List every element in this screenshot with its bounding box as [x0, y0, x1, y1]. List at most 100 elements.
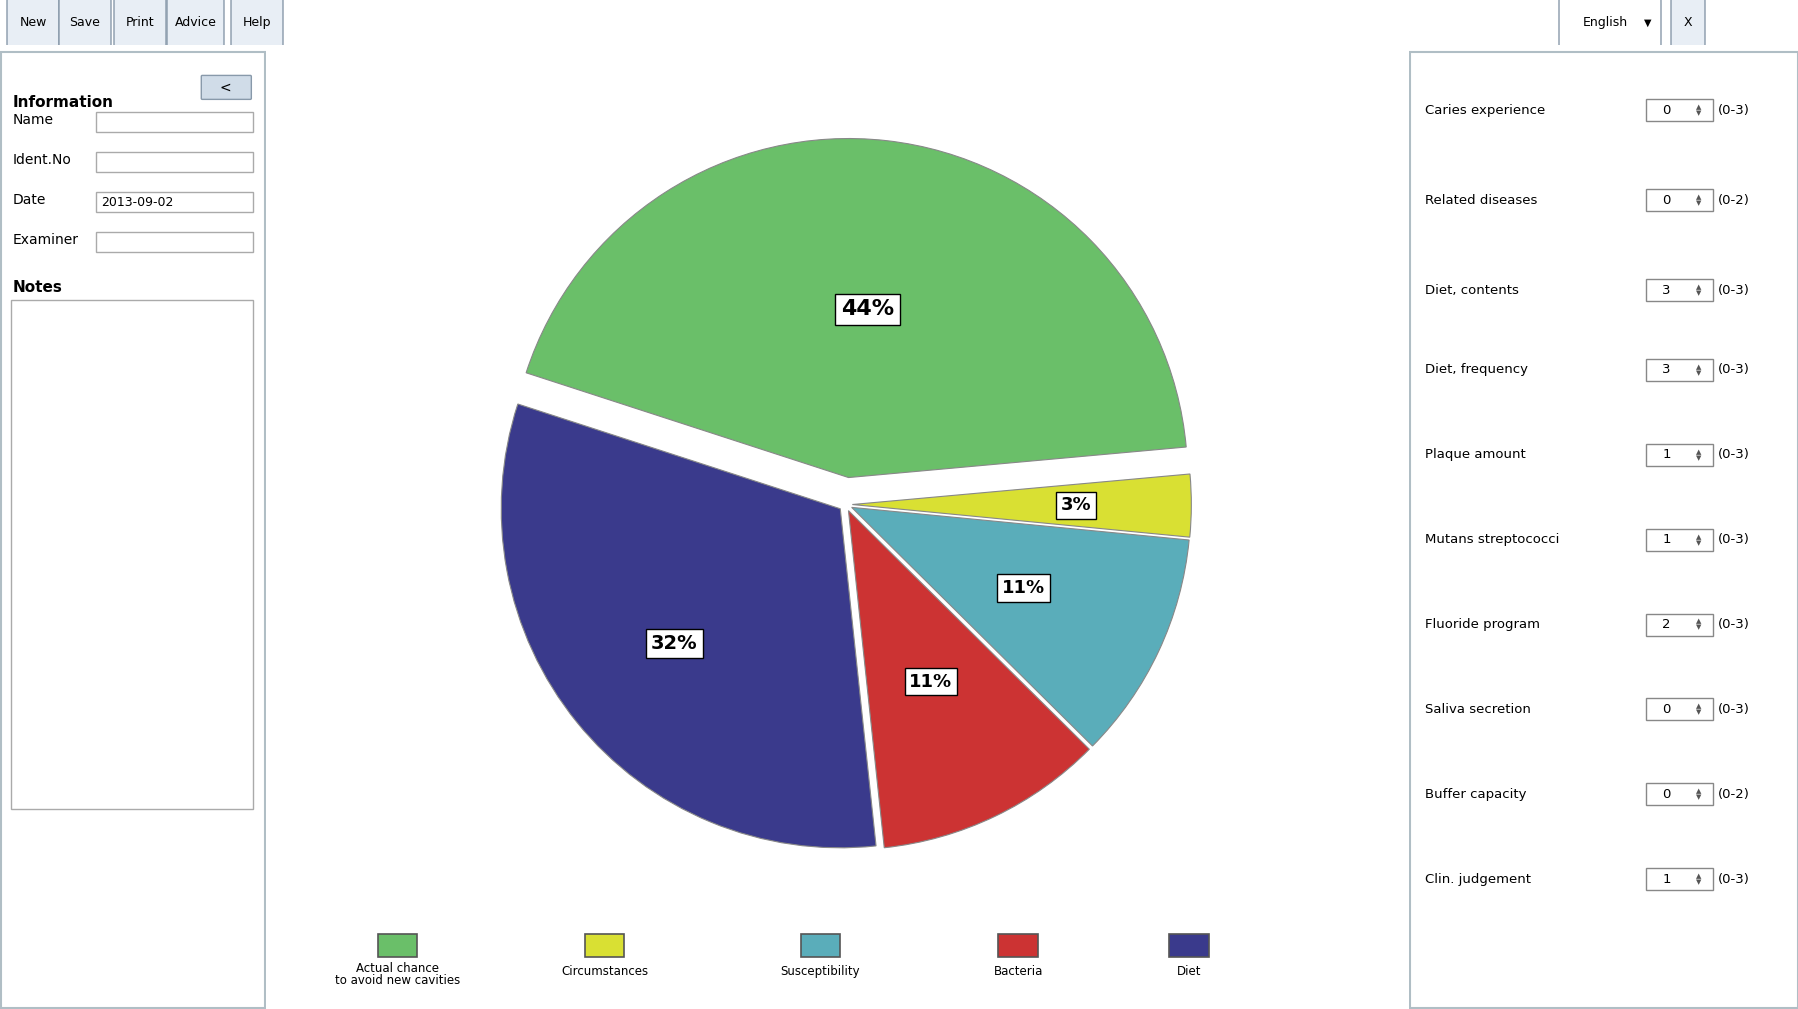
Text: Bacteria: Bacteria [992, 965, 1043, 978]
FancyBboxPatch shape [1645, 359, 1712, 381]
Text: Saliva secretion: Saliva secretion [1424, 703, 1530, 716]
FancyBboxPatch shape [1645, 99, 1712, 121]
FancyBboxPatch shape [59, 0, 111, 87]
Bar [800, 934, 840, 957]
Text: (0-2): (0-2) [1717, 194, 1749, 207]
Bar [378, 934, 417, 957]
Text: Name: Name [13, 113, 54, 127]
Text: Ident.No: Ident.No [13, 153, 72, 167]
Text: 11%: 11% [908, 673, 951, 691]
Text: Date: Date [13, 193, 47, 207]
Text: Diet: Diet [1176, 965, 1201, 978]
Text: Help: Help [243, 16, 271, 29]
Text: 32%: 32% [651, 634, 698, 653]
Text: (0-3): (0-3) [1717, 284, 1749, 297]
Text: 1: 1 [1661, 873, 1670, 886]
Text: Notes: Notes [13, 281, 63, 295]
Text: (0-3): (0-3) [1717, 104, 1749, 117]
Text: Fluoride program: Fluoride program [1424, 619, 1539, 631]
FancyBboxPatch shape [230, 0, 282, 87]
Text: Print: Print [126, 16, 155, 29]
Text: 2: 2 [1661, 619, 1670, 631]
Text: 0: 0 [1661, 788, 1670, 801]
Bar [584, 934, 624, 957]
FancyBboxPatch shape [1645, 613, 1712, 636]
Text: ▲: ▲ [1696, 285, 1701, 291]
Text: Circumstances: Circumstances [561, 965, 647, 978]
Text: ▼: ▼ [1696, 200, 1701, 206]
FancyBboxPatch shape [95, 112, 254, 132]
Text: ▲: ▲ [1696, 619, 1701, 625]
Text: Examiner: Examiner [13, 233, 79, 247]
FancyBboxPatch shape [1645, 783, 1712, 805]
Wedge shape [852, 474, 1190, 537]
Wedge shape [849, 511, 1090, 848]
Wedge shape [850, 508, 1188, 746]
Text: Plaque amount: Plaque amount [1424, 448, 1525, 461]
FancyBboxPatch shape [113, 0, 165, 87]
Text: ▲: ▲ [1696, 873, 1701, 879]
Text: ▼: ▼ [1696, 370, 1701, 376]
Text: ▲: ▲ [1696, 104, 1701, 110]
Text: 3: 3 [1661, 363, 1670, 376]
FancyBboxPatch shape [201, 76, 252, 99]
FancyBboxPatch shape [95, 193, 254, 212]
Text: (0-3): (0-3) [1717, 703, 1749, 716]
FancyBboxPatch shape [1645, 190, 1712, 211]
Text: 3%: 3% [1061, 496, 1091, 515]
Wedge shape [525, 138, 1185, 477]
Text: ▼: ▼ [1696, 290, 1701, 296]
Text: Diet, contents: Diet, contents [1424, 284, 1518, 297]
FancyBboxPatch shape [1645, 444, 1712, 466]
Text: 0: 0 [1661, 104, 1670, 117]
Text: 44%: 44% [840, 299, 894, 319]
Wedge shape [502, 404, 876, 848]
Text: ▲: ▲ [1696, 534, 1701, 540]
Text: (0-2): (0-2) [1717, 788, 1749, 801]
Text: X: X [1683, 16, 1692, 29]
Text: (0-3): (0-3) [1717, 619, 1749, 631]
Text: <: < [219, 81, 232, 95]
Text: Buffer capacity: Buffer capacity [1424, 788, 1527, 801]
FancyBboxPatch shape [1645, 698, 1712, 720]
Text: ▲: ▲ [1696, 364, 1701, 370]
Text: English: English [1582, 16, 1627, 29]
Text: (0-3): (0-3) [1717, 448, 1749, 461]
Bar [1169, 934, 1208, 957]
FancyBboxPatch shape [95, 152, 254, 173]
FancyBboxPatch shape [11, 300, 254, 809]
Text: ▲: ▲ [1696, 449, 1701, 455]
Text: (0-3): (0-3) [1717, 533, 1749, 546]
Text: 3: 3 [1661, 284, 1670, 297]
Text: ▼: ▼ [1696, 455, 1701, 461]
Text: to avoid new cavities: to avoid new cavities [334, 974, 460, 987]
Text: 0: 0 [1661, 703, 1670, 716]
Text: Related diseases: Related diseases [1424, 194, 1537, 207]
Bar [998, 934, 1037, 957]
Text: Information: Information [13, 96, 113, 110]
Text: 1: 1 [1661, 533, 1670, 546]
FancyBboxPatch shape [167, 0, 225, 87]
FancyBboxPatch shape [1670, 0, 1705, 87]
FancyBboxPatch shape [95, 232, 254, 252]
Text: Mutans streptococci: Mutans streptococci [1424, 533, 1559, 546]
Text: ▼: ▼ [1696, 794, 1701, 800]
Text: 11%: 11% [1001, 579, 1045, 597]
Text: Susceptibility: Susceptibility [780, 965, 859, 978]
Text: Save: Save [70, 16, 101, 29]
Text: 0: 0 [1661, 194, 1670, 207]
Text: (0-3): (0-3) [1717, 363, 1749, 376]
Text: ▲: ▲ [1696, 788, 1701, 794]
Text: Caries experience: Caries experience [1424, 104, 1544, 117]
Text: ▼: ▼ [1696, 709, 1701, 715]
Text: ▼: ▼ [1696, 879, 1701, 885]
Text: 2013-09-02: 2013-09-02 [101, 196, 173, 209]
FancyBboxPatch shape [7, 0, 59, 87]
FancyBboxPatch shape [1645, 529, 1712, 551]
Text: ▼: ▼ [1696, 110, 1701, 116]
FancyBboxPatch shape [1645, 868, 1712, 890]
Text: ▼: ▼ [1643, 18, 1651, 27]
Text: 1: 1 [1661, 448, 1670, 461]
FancyBboxPatch shape [1645, 279, 1712, 301]
Text: Actual chance: Actual chance [356, 962, 439, 975]
